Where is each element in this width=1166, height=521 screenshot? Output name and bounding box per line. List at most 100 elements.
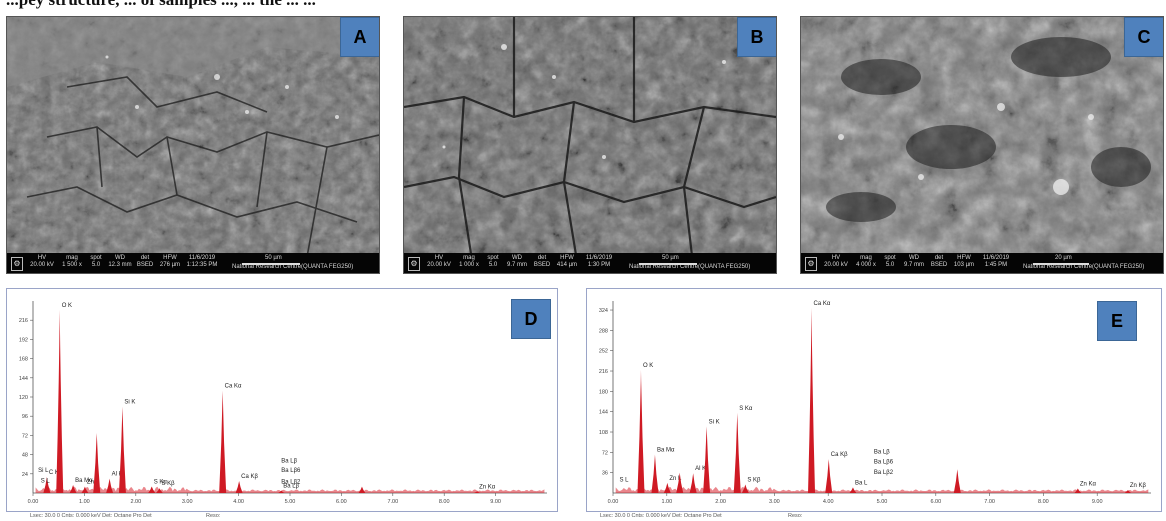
spectrum-peak [235,481,243,493]
panel-label-a: A [340,17,379,57]
spectrum-peak [1124,490,1132,493]
spectrum-peak [155,488,163,493]
x-tick-label: 0.00 [28,499,39,505]
spectrum-peak [43,477,51,493]
x-tick-label: 6.00 [930,499,941,505]
edx-spectrum-e: 0.00 1.00 2.00 3.00 4.00 5.00 6.00 7.00 8.00 9.00… [586,288,1162,512]
y-tick-label: 288 [599,328,608,334]
sem-info-bar-c: ⚙ HV 20.00 kV mag 4 000 x spot 5.0 WD 9.7 mm… [801,253,1163,273]
sem-field-head: mag [463,255,475,261]
sem-image-b: B ⚙ HV 20.00 kV mag 1 000 x spot 5.0 WD 9.7 … [403,16,777,274]
panel-label-d: D [511,299,551,339]
sem-field-head: 11/6/2019 [188,255,216,261]
sem-field-head: spot [487,255,499,261]
x-tick-label: 2.00 [715,499,726,505]
y-tick-label: 252 [599,349,608,355]
peak-label: Zn Kα [1080,481,1097,487]
peak-label: Si K [709,419,720,425]
spectrum-peak [1074,488,1082,493]
edx-chart-d: 0.00 1.00 2.00 3.00 4.00 5.00 6.00 7.00 8.00 9.00… [19,301,547,505]
sem-field-head: spot [884,255,896,261]
sem-field-head: 11/6/2019 [982,255,1010,261]
y-tick-label: 180 [599,389,608,395]
x-tick-label: 1.00 [661,499,672,505]
lab-name: National Research Centre(QUANTA FEG250) [629,264,751,270]
peak-label: Zn Kβ [1130,483,1147,489]
scale-label: 20 µm [1055,255,1072,261]
peak-label: Ca Kα [225,384,242,390]
spectrum-peak [703,426,711,493]
scale-bar [1033,263,1089,265]
sem-field-value: BSED [136,262,154,268]
peak-label: Zn Kα [479,484,496,490]
sem-field-value: 1:30 PM [587,262,611,268]
sem-field-head: det [537,255,547,261]
x-tick-label: 1.00 [79,499,90,505]
edx-footer-d: Lsec: 30.0 0 Cnts: 0.000 keV Det: Octane… [30,513,152,519]
y-tick-label: 72 [22,433,28,439]
sem-field-head: HFW [560,255,574,261]
spectrum-peak [148,486,156,493]
spectrum-peak [676,472,684,493]
peak-label: Ca Kβ [241,474,258,480]
x-tick-label: 9.00 [1092,499,1103,505]
sem-field-head: mag [66,255,78,261]
sem-field-value: 5.0 [91,262,101,268]
peak-annotation: Ba Lβ [874,449,890,455]
sem-field-head: det [140,255,150,261]
panel-label-c: C [1124,17,1163,57]
peak-label: Ba Mα [657,448,675,454]
sem-texture-c [801,17,1163,273]
x-tick-label: 8.00 [1038,499,1049,505]
spectrum-peak [741,484,749,493]
spectrum-peak [473,491,481,493]
spectrum-peak [733,412,741,493]
spectrum-peak [849,487,857,493]
y-tick-label: 144 [599,410,608,416]
y-tick-label: 72 [602,450,608,456]
sem-field-value: 4 000 x [856,262,876,268]
sem-field-value: 9.7 mm [903,262,924,268]
peak-label: Zn L [87,480,100,486]
x-tick-label: 3.00 [182,499,193,505]
fei-logo-icon: ⚙ [11,257,23,271]
sem-field-head: HFW [957,255,971,261]
x-tick-label: 5.00 [285,499,296,505]
sem-field-value: 1 500 x [62,262,82,268]
y-tick-label: 324 [599,308,608,314]
peak-label: S Kβ [747,478,761,484]
peak-label: S Kα [154,480,168,486]
y-tick-label: 216 [19,318,28,324]
x-tick-label: 7.00 [387,499,398,505]
peak-label: Ca Kβ [831,452,848,458]
y-tick-label: 108 [599,430,608,436]
sem-field-head: WD [512,255,522,261]
spectrum-peak [637,369,645,493]
sem-field-value: 5.0 [488,262,498,268]
sem-field-value: 276 µm [159,262,181,268]
sem-texture-b [404,17,776,273]
sem-field-value: 20.00 kV [824,262,848,268]
peak-label: Ca Kα [814,301,831,307]
spectrum-baseline [35,486,545,493]
sem-field-head: WD [909,255,919,261]
sem-field-head: HFW [163,255,177,261]
lab-name: National Research Centre(QUANTA FEG250) [232,264,354,270]
spectrum-peak [56,309,64,493]
sem-field-value: 20.00 kV [30,262,54,268]
y-tick-label: 216 [599,369,608,375]
spectrum-peak [953,469,961,493]
x-tick-label: 0.00 [608,499,619,505]
edx-footer-e: Lsec: 30.0 0 Cnts: 0.000 keV Det: Octane… [600,513,722,519]
x-tick-label: 8.00 [439,499,450,505]
peak-label: Ba L [855,480,868,486]
spectrum-peak [651,454,659,493]
scale-bar [242,263,300,265]
peak-label: S Kβ [161,481,175,487]
peak-label: Ba Mα [75,478,93,484]
peak-annotation: Ba Lβ2 [874,470,894,476]
peak-label: S Kα [739,406,753,412]
sem-info-bar-a: ⚙ HV 20.00 kV mag 1 500 x spot 5.0 WD 12.3 m… [7,253,379,273]
peak-label: Zn L [669,476,682,482]
sem-field-head: 11/6/2019 [585,255,613,261]
